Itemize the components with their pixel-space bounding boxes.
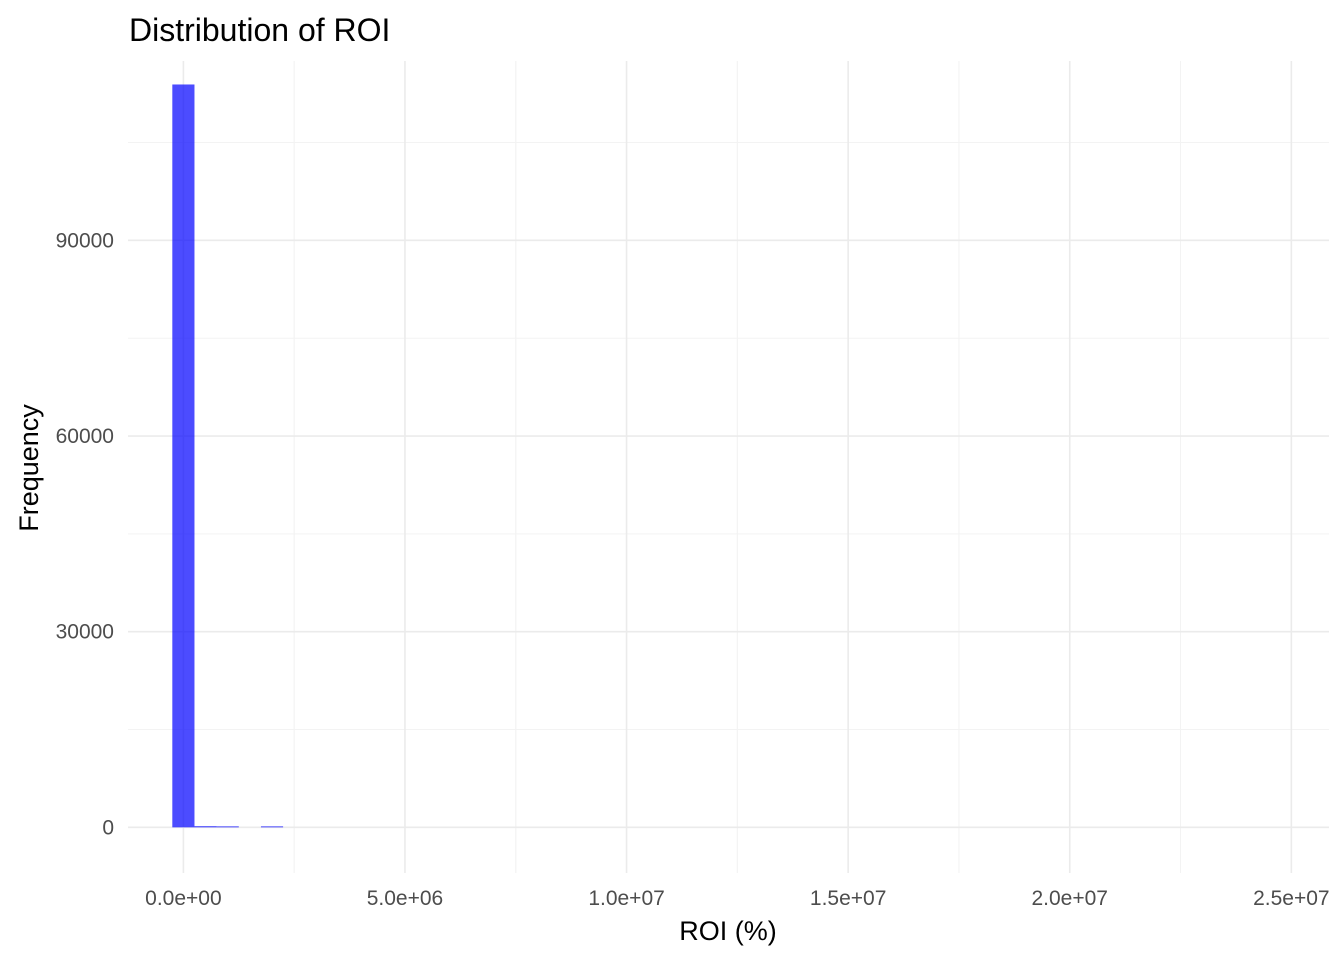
histogram-bar [260, 826, 284, 828]
bars-layer [172, 84, 284, 828]
tick-labels-layer: 0.0e+00 5.0e+06 1.0e+07 1.5e+07 2.0e+07 2.5e+… [56, 229, 1330, 910]
x-axis-title: ROI (%) [679, 916, 777, 946]
y-tick-label: 90000 [56, 229, 114, 252]
x-tick-label: 2.5e+07 [1253, 887, 1330, 910]
y-axis-title: Frequency [14, 404, 44, 532]
x-tick-label: 1.5e+07 [810, 887, 887, 910]
y-tick-label: 30000 [56, 621, 114, 644]
y-tick-label: 60000 [56, 425, 114, 448]
x-tick-label: 0.0e+00 [145, 887, 222, 910]
chart-title: Distribution of ROI [129, 12, 390, 48]
histogram-bar [194, 826, 217, 828]
histogram-bar [216, 826, 239, 828]
y-tick-label: 0 [102, 816, 114, 839]
x-tick-label: 1.0e+07 [588, 887, 665, 910]
x-tick-label: 5.0e+06 [367, 887, 444, 910]
grid-layer [128, 61, 1329, 873]
histogram-bar [172, 84, 195, 828]
x-tick-label: 2.0e+07 [1031, 887, 1108, 910]
